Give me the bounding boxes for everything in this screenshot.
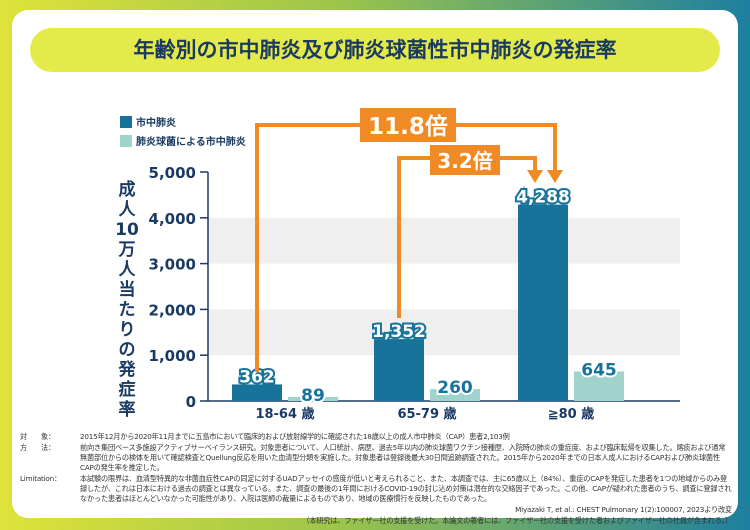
disclosure: （本研究は、ファイザー社の支援を受けた。本論文の著者には、ファイザー社の支援を受… [302, 516, 732, 525]
grid-band [208, 309, 680, 356]
note-limitation: Limitation： 本試験の限界は、血清型特異的な非菌血症性CAPの同定に対す… [20, 474, 732, 504]
x-tick-label: 18-64 歳 [255, 406, 314, 422]
y-tick-label: 1,000 [149, 347, 196, 365]
data-label: 4,288 [516, 188, 570, 208]
bar-pcap [288, 396, 338, 401]
legend-swatch [120, 134, 132, 147]
legend-label: 市中肺炎 [136, 118, 176, 129]
legend-item-cap: 市中肺炎 [120, 114, 176, 129]
note-subject: 対 象： 2015年12月から2020年11月までに五島市において臨床的および放射… [20, 432, 732, 442]
note-text: 2015年12月から2020年11月までに五島市において臨床的および放射線学的に… [80, 432, 510, 441]
note-text: 本試験の限界は、血清型特異的な非菌血症性CAPの同定に対するUADアッセイの感度… [80, 474, 732, 503]
note-text: 前向き集団ベース多施設アクティブサーベイランス研究。対象患者について、人口統計、… [80, 443, 726, 472]
reference: Miyazaki T, et al.: CHEST Pulmonary 1(2)… [515, 505, 732, 514]
legend-swatch [120, 115, 132, 128]
note-method: 方 法： 前向き集団ベース多施設アクティブサーベイランス研究。対象患者について、人… [20, 443, 732, 473]
y-tick-label: 5,000 [149, 164, 196, 182]
y-tick-label: 3,000 [149, 256, 196, 274]
bar-cap [518, 204, 568, 401]
y-tick-label: 0 [186, 393, 196, 411]
y-tick-label: 2,000 [149, 301, 196, 319]
ratio-label: 3.2倍 [437, 149, 492, 173]
page-title: 年齢別の市中肺炎及び肺炎球菌性市中肺炎の発症率 [30, 28, 720, 72]
x-tick-label: ≧80 歳 [548, 406, 595, 422]
note-key: Limitation： [20, 474, 61, 483]
data-label: 1,352 [372, 322, 426, 342]
ratio-label: 11.8倍 [368, 113, 448, 140]
ratio-box [360, 108, 456, 142]
legend-label: 肺炎球菌による市中肺炎 [136, 137, 246, 148]
data-label: 645 [581, 360, 617, 380]
grid-band [208, 217, 680, 264]
bar-cap [374, 339, 424, 401]
y-axis-label: 成人10万人当たりの発症率 [115, 180, 139, 420]
notes-area: 対 象： 2015年12月から2020年11月までに五島市において臨床的および放射… [20, 432, 732, 526]
arrow-head [547, 170, 563, 183]
x-tick-label: 65-79 歳 [397, 406, 456, 422]
arrow-head [527, 170, 543, 183]
bar-pcap [574, 371, 624, 401]
note-key: 対 象： [20, 432, 55, 441]
note-key: 方 法： [20, 443, 55, 452]
card [12, 10, 738, 518]
ratio-box [430, 145, 500, 175]
bar-pcap [430, 389, 480, 401]
data-label: 89 [301, 386, 325, 406]
legend-item-pcap: 肺炎球菌による市中肺炎 [120, 133, 246, 148]
y-tick-label: 4,000 [149, 210, 196, 228]
data-label: 260 [437, 378, 473, 398]
bar-cap [232, 384, 282, 401]
